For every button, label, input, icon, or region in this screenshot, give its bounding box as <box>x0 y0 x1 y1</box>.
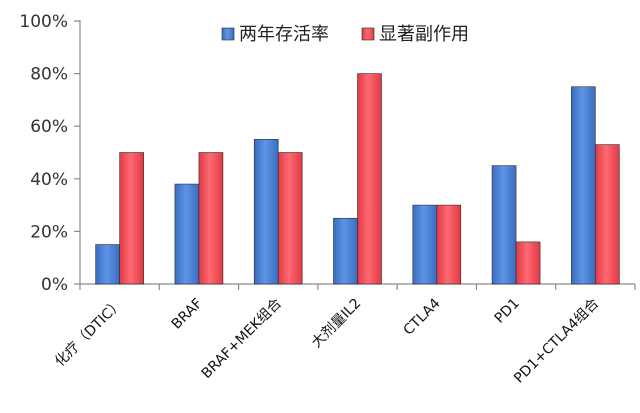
bar-side-effect <box>357 73 382 285</box>
x-category-label: BRAF <box>169 296 206 333</box>
x-category-label: 大剂量IL2 <box>309 296 365 352</box>
y-tick-label: 100% <box>19 12 68 32</box>
x-category-label: CTLA4 <box>401 295 444 338</box>
y-tick-label: 40% <box>30 170 68 190</box>
y-tick-label: 0% <box>41 275 68 295</box>
x-category-label: PD1+CTLA4组合 <box>511 296 602 387</box>
legend-swatch <box>221 27 235 41</box>
x-category-label: BRAF+MEK组合 <box>199 296 285 382</box>
bars <box>95 73 620 285</box>
y-tick-label: 60% <box>30 117 68 137</box>
bar-survival <box>412 204 438 285</box>
legend-label: 显著副作用 <box>379 24 469 45</box>
bar-side-effect <box>119 152 144 285</box>
bar-side-effect <box>436 204 462 285</box>
bar-survival <box>491 165 517 285</box>
y-tick-label: 20% <box>30 222 68 242</box>
y-tick-label: 80% <box>30 65 68 85</box>
bar-side-effect <box>595 144 620 285</box>
x-axis <box>79 283 636 290</box>
bar-side-effect <box>198 152 224 285</box>
bar-survival <box>174 183 200 285</box>
bar-survival <box>95 244 120 285</box>
x-category-label: 化疗（DTIC） <box>52 296 126 370</box>
legend-label: 两年存活率 <box>239 24 329 45</box>
bar-side-effect <box>515 241 541 285</box>
legend: 两年存活率 显著副作用 <box>221 24 469 45</box>
x-category-label: PD1 <box>492 296 523 327</box>
y-axis: 0% 20% 40% 60% 80% 100% <box>19 12 81 295</box>
bar-survival <box>333 217 358 285</box>
bar-survival <box>253 139 279 285</box>
bar-side-effect <box>277 152 303 285</box>
bar-survival <box>571 86 596 285</box>
legend-swatch <box>361 27 375 41</box>
